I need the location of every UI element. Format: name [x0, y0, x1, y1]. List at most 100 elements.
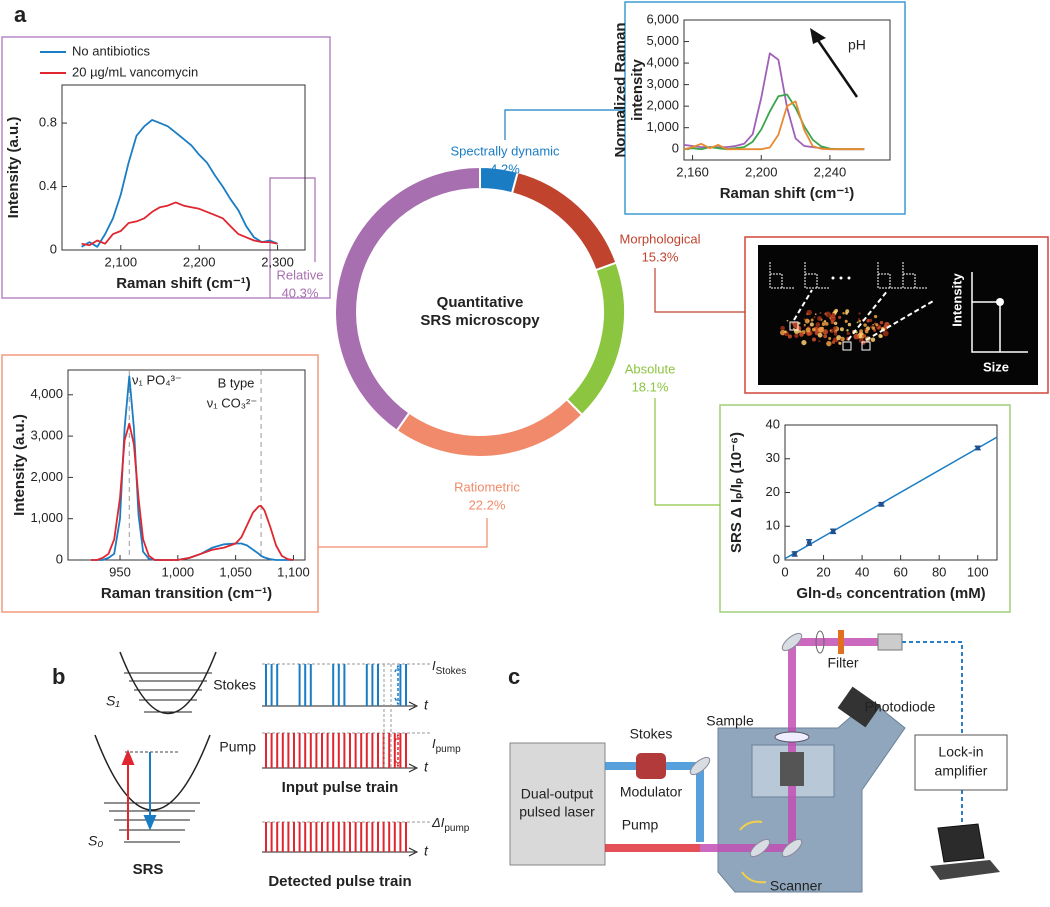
- y-tick-label: 0.8: [39, 115, 57, 130]
- intensity-label: Ipump: [432, 736, 461, 754]
- roi-box: [789, 321, 799, 331]
- plot-frame: [683, 19, 891, 161]
- annotation: ν₁ CO₃²⁻: [207, 395, 257, 410]
- x-tick-label: 60: [893, 564, 907, 579]
- connector: [269, 177, 316, 298]
- symbol: I: [432, 736, 436, 751]
- y-tick-label: 5,000: [646, 33, 679, 48]
- cell-speck: [859, 329, 864, 334]
- cell-speck: [847, 322, 852, 327]
- panel-letter: b: [52, 664, 65, 689]
- x-axis-label: Raman shift (cm⁻¹): [720, 185, 855, 202]
- cell-speck: [823, 334, 828, 339]
- symbol: I: [432, 658, 436, 673]
- y-tick-label: 0.4: [39, 178, 57, 193]
- cell-speck: [813, 316, 816, 319]
- intensity-label: ΔIpump: [431, 815, 470, 833]
- data-point: [879, 502, 884, 507]
- photodiode: [877, 633, 903, 651]
- segment-value: 18.1%: [632, 379, 669, 394]
- data-point: [830, 529, 836, 534]
- panel-frame: [1, 354, 319, 613]
- y-axis-label: Intensity (a.u.): [11, 414, 28, 516]
- panel-frame: [624, 1, 906, 215]
- cell-speck: [853, 333, 860, 340]
- y-tick-label: 40: [766, 416, 780, 431]
- cell-speck: [817, 332, 823, 338]
- cell-speck: [829, 329, 832, 332]
- data-point: [806, 540, 812, 545]
- pump-arrow: [121, 749, 135, 840]
- mirror: [781, 632, 803, 652]
- laser-label: pulsed laser: [519, 804, 595, 820]
- annotation: pH: [848, 37, 866, 53]
- segment-label: Spectrally dynamic: [450, 143, 560, 158]
- segment-value: 15.3%: [642, 249, 679, 264]
- cell-speck: [868, 318, 873, 323]
- x-tick-label: 40: [855, 564, 869, 579]
- data-line: [91, 375, 294, 561]
- connector: [504, 109, 625, 140]
- panel-letter: a: [14, 2, 27, 27]
- y-tick-label: 6,000: [646, 11, 679, 26]
- cell-speck: [832, 337, 837, 342]
- x-tick-label: 20: [816, 564, 830, 579]
- ph-arrow: [813, 35, 859, 98]
- lockin-box: [914, 734, 1008, 791]
- cell-speck: [784, 331, 787, 334]
- x-axis-label: Gln-d₅ concentration (mM): [796, 585, 985, 602]
- cell-speck: [833, 321, 838, 326]
- laptop-screen: [937, 823, 985, 863]
- cell-speck: [842, 312, 845, 315]
- camera: [837, 686, 881, 728]
- cell-speck: [863, 323, 867, 327]
- cell-speck: [792, 327, 795, 330]
- subscript: pump: [444, 823, 469, 834]
- segment-value: 40.3%: [282, 285, 319, 300]
- train-caption: Detected pulse train: [268, 873, 411, 890]
- cell-speck: [786, 319, 789, 322]
- panel-letter: c: [508, 664, 520, 689]
- time-label: t: [424, 843, 429, 859]
- x-axis-label: Raman transition (cm⁻¹): [101, 585, 272, 602]
- cell-speck: [826, 340, 832, 347]
- cell-speck: [805, 327, 811, 333]
- cell-speck: [810, 318, 814, 322]
- mirror: [781, 838, 803, 858]
- panel-frame: [1, 36, 331, 299]
- cell-speck: [806, 309, 812, 316]
- intensity-label: IStokes: [432, 658, 466, 676]
- segment-label: Morphological: [620, 231, 701, 246]
- cell-speck: [821, 322, 826, 326]
- symbol: ΔI: [431, 815, 445, 830]
- cell-speck: [838, 341, 842, 345]
- mini-plot: [902, 262, 927, 289]
- ellipsis-dot: [847, 276, 851, 280]
- cell-speck: [817, 316, 822, 321]
- cell-speck: [803, 325, 806, 328]
- center-label: SRS microscopy: [420, 312, 540, 329]
- x-tick-label: 2,200: [183, 254, 216, 269]
- cell-speck: [877, 327, 880, 330]
- cell-speck: [780, 325, 785, 331]
- cell-speck: [815, 322, 821, 328]
- laser-label: Dual-output: [521, 786, 593, 802]
- center-label: Quantitative: [437, 294, 524, 311]
- cell-speck: [861, 332, 864, 335]
- legend-label: No antibiotics: [72, 43, 151, 58]
- cell-speck: [874, 322, 877, 325]
- x-tick-label: 1,100: [277, 564, 310, 579]
- connector: [654, 398, 720, 506]
- cell-speck: [833, 326, 837, 330]
- amplitude-arrow: [394, 664, 402, 706]
- x-tick-label: 1,050: [219, 564, 252, 579]
- cell-speck: [807, 319, 810, 322]
- x-tick-label: 2,160: [676, 164, 709, 179]
- sample: [774, 731, 810, 743]
- lockin-label: Lock-in: [938, 744, 983, 760]
- potential-well: [94, 734, 211, 811]
- cell-speck: [794, 333, 799, 339]
- y-tick-label: 0: [56, 551, 63, 566]
- donut-segment: [334, 165, 481, 433]
- cell-speck: [824, 321, 829, 326]
